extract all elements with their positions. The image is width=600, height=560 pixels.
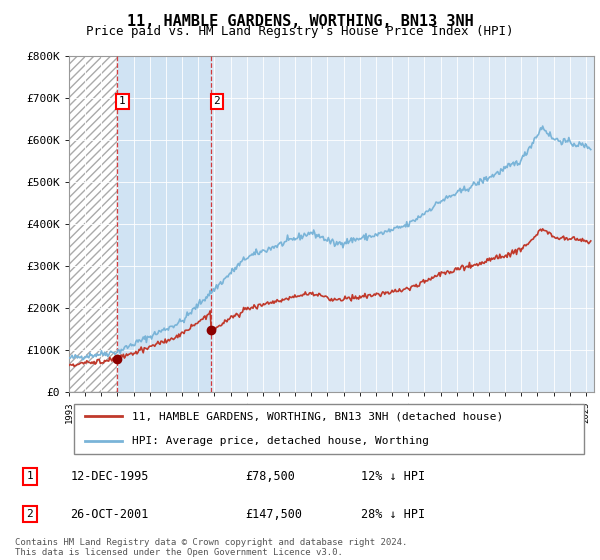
Text: 11, HAMBLE GARDENS, WORTHING, BN13 3NH: 11, HAMBLE GARDENS, WORTHING, BN13 3NH <box>127 14 473 29</box>
Text: 11, HAMBLE GARDENS, WORTHING, BN13 3NH (detached house): 11, HAMBLE GARDENS, WORTHING, BN13 3NH (… <box>132 411 503 421</box>
Text: 2: 2 <box>26 509 34 519</box>
Text: 28% ↓ HPI: 28% ↓ HPI <box>361 507 425 521</box>
Text: 2: 2 <box>214 96 220 106</box>
Text: 1: 1 <box>26 472 34 482</box>
Text: 1: 1 <box>119 96 126 106</box>
Bar <box>116 56 211 392</box>
Text: Contains HM Land Registry data © Crown copyright and database right 2024.
This d: Contains HM Land Registry data © Crown c… <box>15 538 407 557</box>
Text: 26-OCT-2001: 26-OCT-2001 <box>70 507 149 521</box>
Text: Price paid vs. HM Land Registry's House Price Index (HPI): Price paid vs. HM Land Registry's House … <box>86 25 514 38</box>
Text: 12-DEC-1995: 12-DEC-1995 <box>70 470 149 483</box>
FancyBboxPatch shape <box>74 404 583 454</box>
Text: £78,500: £78,500 <box>245 470 295 483</box>
Text: 12% ↓ HPI: 12% ↓ HPI <box>361 470 425 483</box>
Text: HPI: Average price, detached house, Worthing: HPI: Average price, detached house, Wort… <box>132 436 429 446</box>
Text: £147,500: £147,500 <box>245 507 302 521</box>
Bar <box>69 56 116 392</box>
